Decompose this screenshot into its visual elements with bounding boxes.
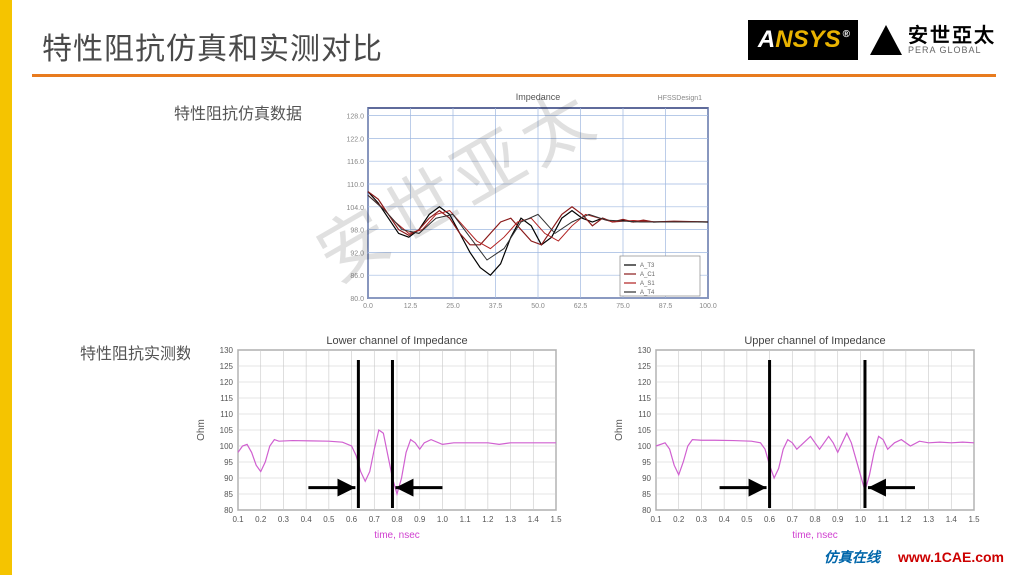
svg-text:95: 95 — [224, 458, 233, 467]
svg-text:86.0: 86.0 — [350, 273, 364, 280]
logo-group: ANSYS® 安世亞太 PERA GLOBAL — [748, 20, 996, 60]
svg-text:95: 95 — [642, 458, 651, 467]
svg-text:0.4: 0.4 — [719, 515, 731, 524]
svg-text:120: 120 — [220, 378, 234, 387]
svg-text:104.0: 104.0 — [346, 205, 364, 212]
pera-cn: 安世亞太 — [908, 26, 996, 46]
svg-text:0.9: 0.9 — [832, 515, 844, 524]
footer-cn: 仿真在线 — [824, 549, 880, 565]
svg-text:80: 80 — [642, 506, 651, 515]
svg-text:time, nsec: time, nsec — [792, 530, 838, 541]
svg-text:115: 115 — [220, 394, 233, 403]
triangle-icon — [870, 25, 902, 55]
svg-text:120: 120 — [638, 378, 652, 387]
svg-text:1.1: 1.1 — [460, 515, 472, 524]
svg-text:110: 110 — [638, 410, 651, 419]
svg-text:A_S1: A_S1 — [640, 281, 655, 287]
title-rule — [32, 74, 996, 77]
page-title: 特性阻抗仿真和实测对比 — [42, 24, 383, 68]
svg-text:98.0: 98.0 — [350, 228, 364, 235]
svg-text:80.0: 80.0 — [350, 296, 364, 303]
svg-text:110.0: 110.0 — [347, 182, 364, 189]
chart-lower-channel: Lower channel of Impedance 0.1 0.2 0.3 0.4 0.… — [190, 332, 570, 542]
svg-text:125: 125 — [220, 362, 234, 371]
svg-text:130: 130 — [220, 346, 234, 355]
svg-text:90: 90 — [224, 474, 233, 483]
svg-text:122.0: 122.0 — [346, 136, 364, 143]
svg-text:130: 130 — [638, 346, 652, 355]
svg-text:0.6: 0.6 — [764, 515, 776, 524]
svg-text:0.6: 0.6 — [346, 515, 358, 524]
svg-text:50.0: 50.0 — [531, 303, 545, 310]
svg-text:1.3: 1.3 — [923, 515, 935, 524]
svg-text:1.5: 1.5 — [550, 515, 562, 524]
svg-text:0.5: 0.5 — [741, 515, 753, 524]
svg-text:Ohm: Ohm — [614, 419, 625, 441]
svg-text:100: 100 — [638, 442, 652, 451]
svg-text:125: 125 — [638, 362, 652, 371]
svg-text:1.0: 1.0 — [855, 515, 867, 524]
svg-text:90: 90 — [642, 474, 651, 483]
svg-text:0.7: 0.7 — [787, 515, 799, 524]
svg-text:25.0: 25.0 — [446, 303, 460, 310]
svg-text:0.8: 0.8 — [809, 515, 821, 524]
svg-text:1.4: 1.4 — [528, 515, 540, 524]
svg-text:A_T4: A_T4 — [640, 290, 655, 296]
svg-text:HFSSDesign1: HFSSDesign1 — [658, 95, 702, 102]
svg-text:0.8: 0.8 — [391, 515, 403, 524]
svg-text:128.0: 128.0 — [346, 114, 364, 121]
svg-text:1.2: 1.2 — [482, 515, 494, 524]
svg-text:0.3: 0.3 — [278, 515, 290, 524]
svg-text:1.1: 1.1 — [878, 515, 890, 524]
svg-text:1.4: 1.4 — [946, 515, 958, 524]
svg-text:0.3: 0.3 — [696, 515, 708, 524]
svg-text:37.5: 37.5 — [489, 303, 503, 310]
svg-text:75.0: 75.0 — [616, 303, 630, 310]
svg-text:100: 100 — [220, 442, 234, 451]
svg-text:85: 85 — [642, 490, 651, 499]
svg-text:87.5: 87.5 — [659, 303, 673, 310]
svg-text:12.5: 12.5 — [404, 303, 418, 310]
svg-text:92.0: 92.0 — [350, 250, 364, 257]
label-sim-data: 特性阻抗仿真数据 — [174, 100, 302, 124]
svg-text:time, nsec: time, nsec — [374, 530, 420, 541]
pera-en: PERA GLOBAL — [908, 46, 996, 55]
svg-text:A_C1: A_C1 — [640, 272, 656, 278]
svg-text:0.0: 0.0 — [363, 303, 373, 310]
svg-text:0.2: 0.2 — [255, 515, 267, 524]
ansys-logo: ANSYS® — [748, 20, 858, 60]
chart-simulation: 0.0 12.5 25.0 37.5 50.0 62.5 75.0 87.5 100.0 80.0… — [320, 88, 720, 318]
svg-text:0.7: 0.7 — [369, 515, 381, 524]
svg-text:62.5: 62.5 — [574, 303, 588, 310]
svg-text:116.0: 116.0 — [347, 159, 364, 166]
svg-text:0.2: 0.2 — [673, 515, 685, 524]
label-meas-data: 特性阻抗实测数据 — [80, 340, 208, 364]
svg-text:105: 105 — [638, 426, 652, 435]
svg-text:Ohm: Ohm — [196, 419, 207, 441]
svg-text:0.1: 0.1 — [650, 515, 662, 524]
footer-url: www.1CAE.com — [898, 549, 1004, 565]
svg-text:1.5: 1.5 — [968, 515, 980, 524]
svg-text:100.0: 100.0 — [699, 303, 717, 310]
svg-text:0.4: 0.4 — [301, 515, 313, 524]
svg-text:Upper channel of Impedance: Upper channel of Impedance — [744, 335, 885, 347]
svg-text:115: 115 — [638, 394, 651, 403]
svg-text:0.9: 0.9 — [414, 515, 426, 524]
accent-sidebar — [0, 0, 12, 575]
svg-text:85: 85 — [224, 490, 233, 499]
svg-text:80: 80 — [224, 506, 233, 515]
svg-text:0.1: 0.1 — [232, 515, 244, 524]
svg-text:1.0: 1.0 — [437, 515, 449, 524]
svg-text:1.2: 1.2 — [900, 515, 912, 524]
svg-text:0.5: 0.5 — [323, 515, 335, 524]
svg-text:Impedance: Impedance — [516, 92, 561, 102]
svg-text:A_T3: A_T3 — [640, 263, 655, 269]
svg-text:1.3: 1.3 — [505, 515, 517, 524]
pera-logo: 安世亞太 PERA GLOBAL — [870, 25, 996, 55]
svg-text:105: 105 — [220, 426, 234, 435]
svg-text:110: 110 — [220, 410, 233, 419]
chart-upper-channel: Upper channel of Impedance 0.1 0.2 0.3 0.4 0.… — [608, 332, 988, 542]
svg-text:Lower channel of Impedance: Lower channel of Impedance — [326, 335, 467, 347]
footer: 仿真在线 www.1CAE.com — [824, 547, 1004, 567]
